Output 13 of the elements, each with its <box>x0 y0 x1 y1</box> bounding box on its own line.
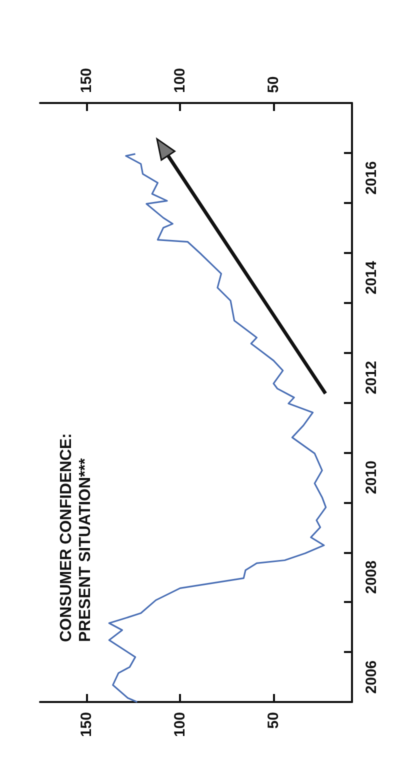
y-tick-label: 2016 <box>363 161 380 195</box>
text: CONSUMER CONFIDENCE: PRESENT SITUATION*** <box>58 433 94 642</box>
x2-tick-label: 50 <box>265 76 282 93</box>
y-tick-label: 2006 <box>363 660 380 694</box>
x-tick-label: 150 <box>78 712 96 738</box>
x-tick-label: 100 <box>172 712 189 738</box>
y-tick-label: 2010 <box>363 460 380 494</box>
x2-tick-label: 150 <box>78 68 96 93</box>
x2-tick-label: 100 <box>172 68 189 93</box>
y-tick-label: 2014 <box>363 260 380 294</box>
y-tick-label: 2008 <box>363 560 380 594</box>
x-tick-label: 50 <box>265 712 282 729</box>
y-tick-label: 2012 <box>363 360 380 394</box>
